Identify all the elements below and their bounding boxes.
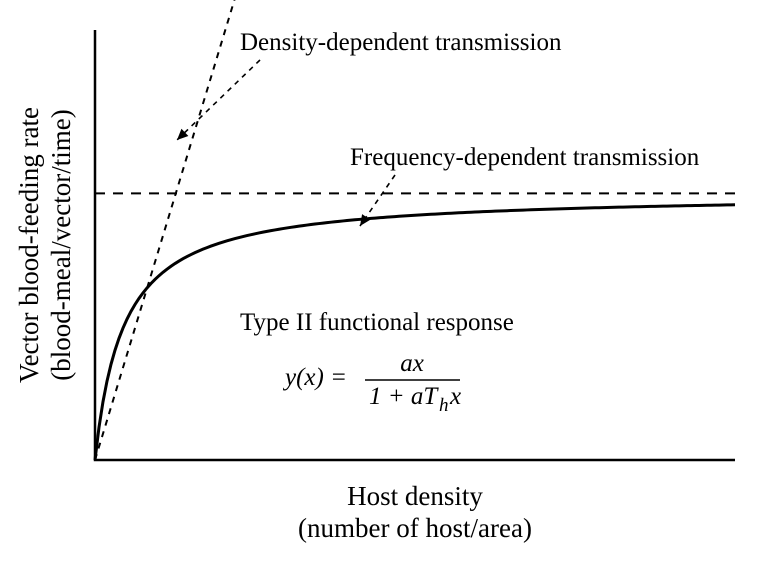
formula-denom-pre: 1 + aT — [369, 383, 439, 410]
y-axis-label-line2: (blood-meal/vector/time) — [46, 109, 76, 380]
frequency-label: Frequency-dependent transmission — [350, 144, 700, 171]
formula-lhs: y(x) = — [282, 364, 347, 391]
frequency-arrow-head — [360, 214, 370, 226]
y-axis-label-line1: Vector blood-feeding rate — [14, 107, 44, 383]
density-label: Density-dependent transmission — [240, 29, 562, 56]
formula-denom-sub: h — [439, 395, 449, 416]
formula-denom-post: x — [449, 383, 461, 410]
type2-label: Type II functional response — [240, 309, 514, 336]
formula-numerator: ax — [400, 350, 424, 377]
formula: y(x) = ax 1 + aT h x — [282, 350, 461, 416]
x-axis-label-line2: (number of host/area) — [298, 513, 532, 543]
figure-container: Vector blood-feeding rate (blood-meal/ve… — [0, 0, 783, 563]
chart-svg: Vector blood-feeding rate (blood-meal/ve… — [0, 0, 783, 563]
x-axis-label-line1: Host density — [347, 481, 483, 511]
density-line — [95, 0, 245, 460]
density-arrow-line — [177, 60, 260, 140]
